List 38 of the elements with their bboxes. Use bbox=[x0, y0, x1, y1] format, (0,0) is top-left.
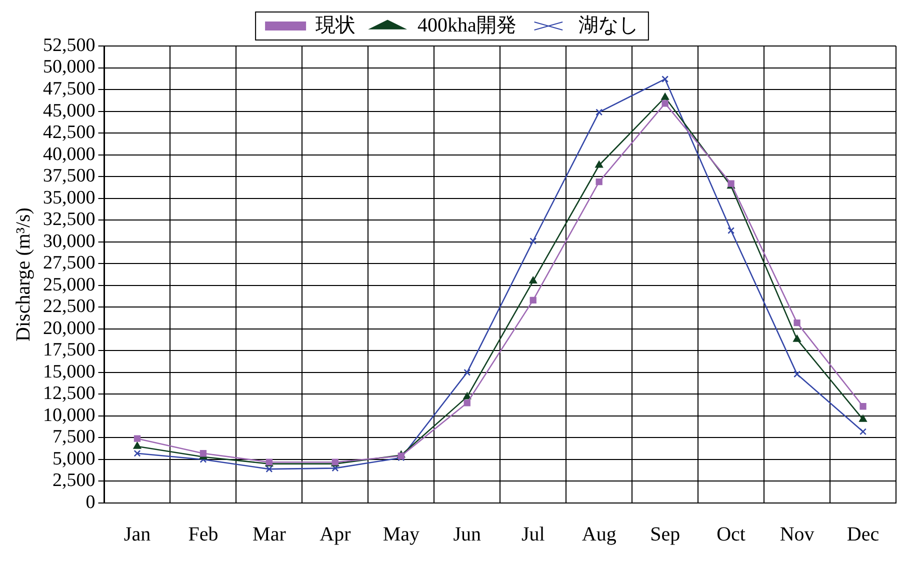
y-axis-title: Discharge (m³/s) bbox=[12, 208, 34, 342]
x-tick-label: Mar bbox=[252, 523, 286, 546]
y-tick-label: 2,500 bbox=[52, 470, 96, 492]
y-tick-label: 22,500 bbox=[43, 296, 96, 318]
y-tick-label: 40,000 bbox=[43, 144, 96, 165]
y-tick-label: 5,000 bbox=[52, 448, 96, 470]
x-tick-label: Jun bbox=[453, 523, 482, 546]
y-tick-label: 32,500 bbox=[43, 209, 96, 230]
y-tick-label: 0 bbox=[86, 492, 96, 513]
y-tick-label: 52,500 bbox=[43, 34, 96, 56]
y-tick-label: 25,000 bbox=[43, 274, 96, 296]
x-tick-label: Dec bbox=[846, 523, 880, 546]
legend-label: 400kha開発 bbox=[418, 14, 516, 36]
x-tick-label: Apr bbox=[320, 523, 352, 546]
y-tick-label: 47,500 bbox=[43, 78, 96, 100]
y-tick-label: 35,000 bbox=[43, 187, 96, 208]
x-tick-label: Jul bbox=[521, 523, 546, 546]
x-tick-label: Jan bbox=[124, 523, 151, 546]
y-tick-label: 37,500 bbox=[43, 166, 96, 187]
y-tick-label: 30,000 bbox=[43, 230, 96, 252]
y-tick-label: 27,500 bbox=[43, 252, 96, 274]
legend-label: 現状 bbox=[316, 14, 356, 36]
x-tick-label: Oct bbox=[716, 523, 746, 546]
y-tick-label: 45,000 bbox=[43, 100, 96, 122]
y-tick-label: 7,500 bbox=[52, 426, 96, 448]
y-tick-label: 15,000 bbox=[43, 361, 96, 382]
y-tick-label: 20,000 bbox=[43, 318, 96, 339]
x-tick-label: Feb bbox=[188, 523, 218, 546]
y-tick-label: 50,000 bbox=[43, 56, 96, 78]
x-tick-label: Sep bbox=[650, 523, 680, 546]
x-tick-label: May bbox=[382, 523, 420, 546]
legend-label: 湖なし bbox=[578, 14, 638, 36]
y-tick-label: 17,500 bbox=[43, 340, 96, 361]
y-tick-label: 42,500 bbox=[43, 122, 96, 144]
x-tick-label: Nov bbox=[780, 523, 814, 546]
x-tick-label: Aug bbox=[582, 523, 616, 546]
y-tick-label: 12,500 bbox=[43, 383, 96, 404]
y-tick-label: 10,000 bbox=[43, 404, 96, 426]
